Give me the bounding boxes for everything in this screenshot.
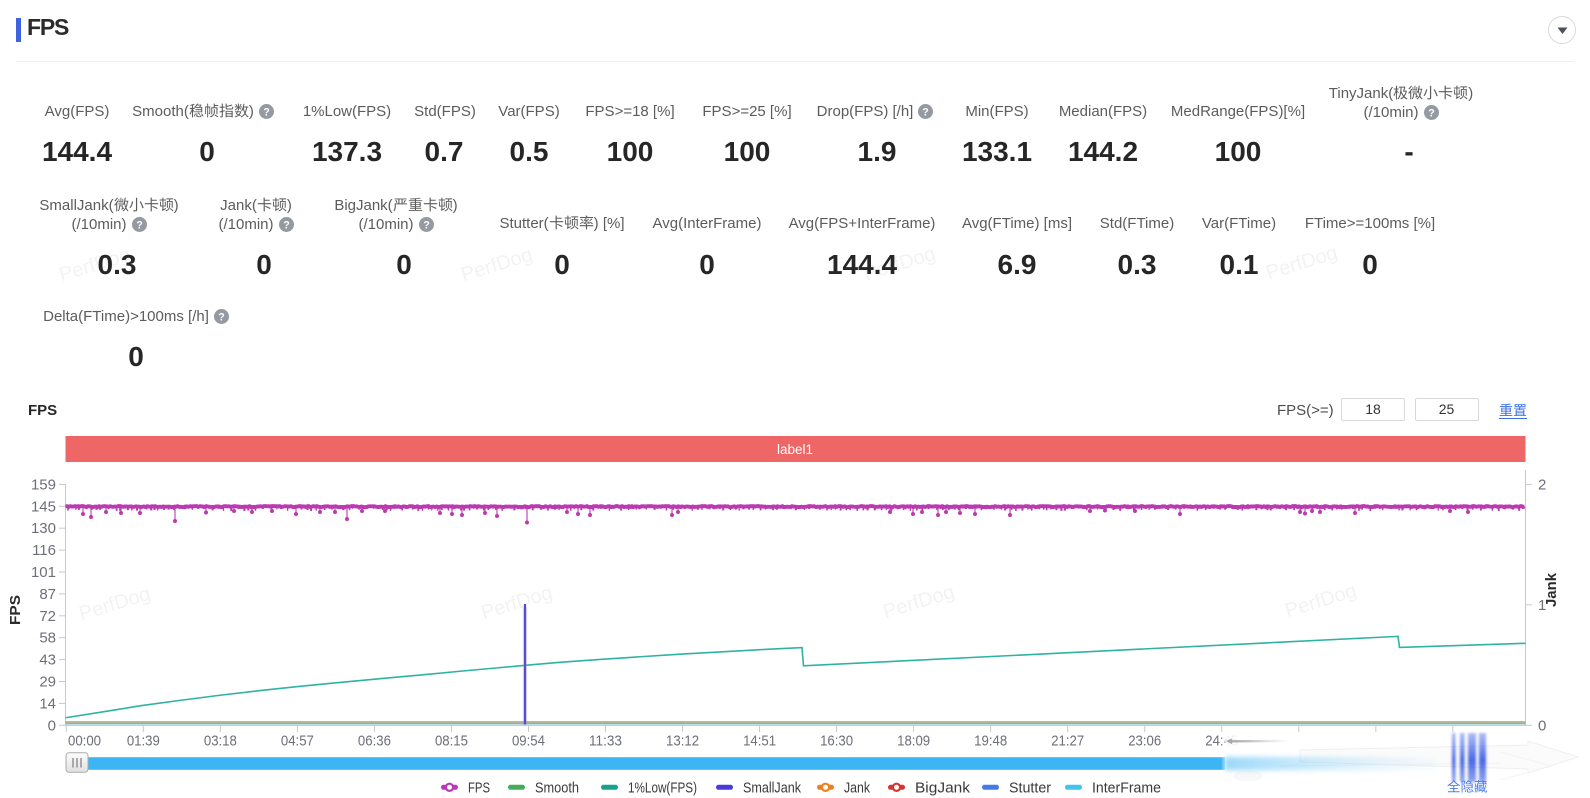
svg-text:?: ? bbox=[423, 219, 430, 231]
svg-text:Jank: Jank bbox=[844, 780, 870, 797]
svg-text:87: 87 bbox=[39, 586, 56, 603]
svg-text:09:54: 09:54 bbox=[512, 733, 545, 750]
svg-text:130: 130 bbox=[31, 520, 56, 537]
svg-text:?: ? bbox=[283, 219, 290, 231]
svg-text:label1: label1 bbox=[777, 442, 813, 457]
svg-text:BigJank: BigJank bbox=[915, 780, 971, 797]
svg-text:1: 1 bbox=[1538, 597, 1546, 614]
svg-text:159: 159 bbox=[31, 476, 56, 493]
svg-text:145: 145 bbox=[31, 498, 56, 515]
svg-text:116: 116 bbox=[32, 542, 56, 559]
svg-text:43: 43 bbox=[39, 652, 56, 669]
svg-text:0: 0 bbox=[1538, 717, 1546, 734]
svg-text:23:06: 23:06 bbox=[1128, 733, 1161, 750]
svg-text:Smooth: Smooth bbox=[535, 780, 579, 797]
svg-text:?: ? bbox=[263, 106, 270, 118]
svg-text:06:36: 06:36 bbox=[358, 733, 391, 750]
svg-text:FPS: FPS bbox=[468, 780, 490, 797]
svg-text:Jank: Jank bbox=[1544, 572, 1560, 607]
svg-text:29: 29 bbox=[39, 674, 56, 691]
svg-text:04:57: 04:57 bbox=[281, 733, 314, 750]
svg-text:03:18: 03:18 bbox=[204, 733, 237, 750]
svg-text:2: 2 bbox=[1538, 476, 1546, 493]
svg-text:14:51: 14:51 bbox=[743, 733, 776, 750]
svg-text:14: 14 bbox=[39, 695, 56, 712]
svg-text:11:33: 11:33 bbox=[589, 733, 622, 750]
svg-text:1%Low(FPS): 1%Low(FPS) bbox=[628, 780, 697, 797]
svg-text:16:30: 16:30 bbox=[820, 733, 853, 750]
svg-text:72: 72 bbox=[39, 608, 56, 625]
svg-text:?: ? bbox=[136, 219, 143, 231]
svg-text:58: 58 bbox=[39, 630, 56, 647]
svg-text:Stutter: Stutter bbox=[1009, 780, 1051, 797]
svg-text:13:12: 13:12 bbox=[666, 733, 699, 750]
svg-text:21:27: 21:27 bbox=[1051, 733, 1084, 750]
svg-text:?: ? bbox=[218, 311, 225, 323]
svg-text:FPS: FPS bbox=[8, 595, 24, 625]
svg-text:00:00: 00:00 bbox=[68, 733, 101, 750]
svg-text:?: ? bbox=[1428, 107, 1435, 119]
svg-text:101: 101 bbox=[31, 564, 56, 581]
svg-text:?: ? bbox=[923, 106, 930, 118]
svg-text:InterFrame: InterFrame bbox=[1092, 780, 1161, 797]
svg-text:SmallJank: SmallJank bbox=[743, 780, 801, 797]
svg-text:01:39: 01:39 bbox=[127, 733, 160, 750]
svg-text:0: 0 bbox=[48, 717, 56, 734]
svg-text:18:09: 18:09 bbox=[897, 733, 930, 750]
svg-text:08:15: 08:15 bbox=[435, 733, 468, 750]
svg-text:19:48: 19:48 bbox=[974, 733, 1007, 750]
